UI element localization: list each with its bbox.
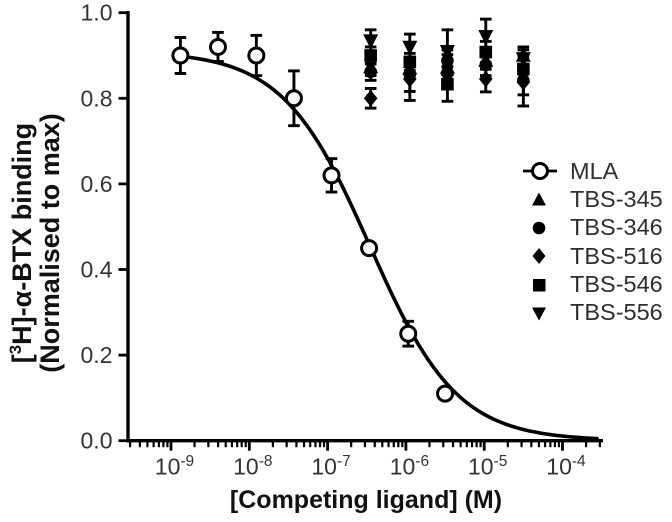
y-axis-title: [3H]-α-BTX binding (Normalised to max) xyxy=(2,73,65,413)
data-point xyxy=(363,90,378,107)
data-point xyxy=(402,40,418,56)
y-tick-label: 0.2 xyxy=(81,342,113,368)
legend-marker-glyph xyxy=(533,278,546,292)
data-point xyxy=(322,166,341,185)
legend-item-tbs-345: TBS-345 xyxy=(513,185,663,213)
legend-marker-glyph xyxy=(532,192,546,206)
x-axis-ticks: 10-9 10-8 10-7 10-6 10-5 10-4 xyxy=(128,440,601,480)
y-axis-title-line1: [3H]-α-BTX binding xyxy=(6,122,37,364)
legend-label: TBS-345 xyxy=(570,186,663,213)
legend-item-tbs-516: TBS-516 xyxy=(513,242,663,270)
y-axis-title-line2: (Normalised to max) xyxy=(35,113,65,373)
y-tick-label: 0.8 xyxy=(81,85,113,111)
data-point xyxy=(515,52,531,67)
legend: MLA TBS-345 TBS-346 TBS-516 TBS-546 TBS-… xyxy=(513,157,663,327)
series-MLA xyxy=(171,30,455,403)
data-point xyxy=(399,324,418,343)
legend-label: MLA xyxy=(570,157,619,184)
data-point xyxy=(441,77,454,91)
data-point xyxy=(439,45,455,60)
legend-marker-tbs-345 xyxy=(513,186,559,214)
data-point xyxy=(363,34,379,50)
data-point xyxy=(171,46,190,65)
legend-marker-tbs-516 xyxy=(513,242,559,270)
series-TBS-556 xyxy=(363,17,531,75)
data-point xyxy=(247,46,266,65)
y-tick-label: 0.0 xyxy=(81,428,113,454)
x-tick-label: 10-4 xyxy=(546,453,586,480)
y-tick-label: 0.6 xyxy=(81,171,113,197)
legend-item-mla: MLA xyxy=(513,157,663,185)
legend-label: TBS-516 xyxy=(570,242,663,269)
legend-label: TBS-556 xyxy=(570,299,663,326)
legend-marker-tbs-546 xyxy=(513,271,559,299)
legend-item-tbs-546: TBS-546 xyxy=(513,270,663,298)
data-point xyxy=(478,30,494,45)
legend-label: TBS-546 xyxy=(570,271,663,298)
x-tick-label: 10-5 xyxy=(468,453,507,480)
legend-item-tbs-346: TBS-346 xyxy=(513,214,663,242)
y-tick-label: 0.4 xyxy=(81,257,113,283)
x-tick-label: 10-8 xyxy=(233,453,272,480)
y-axis-ticks: 0.0 0.2 0.4 0.6 0.8 1.0 xyxy=(81,0,128,454)
data-point xyxy=(478,70,493,88)
x-axis-title: [Competing ligand] (M) xyxy=(229,486,503,514)
legend-item-tbs-556: TBS-556 xyxy=(513,299,663,327)
data-point xyxy=(436,384,455,403)
y-tick-label: 1.0 xyxy=(81,0,113,26)
legend-marker-tbs-346 xyxy=(513,214,559,242)
data-point xyxy=(364,65,377,79)
legend-label: TBS-346 xyxy=(570,214,663,241)
fit-curve xyxy=(178,54,599,441)
data-point xyxy=(284,89,303,108)
x-tick-label: 10-9 xyxy=(155,453,194,480)
legend-marker-tbs-556 xyxy=(513,299,559,327)
legend-marker-glyph xyxy=(532,307,546,321)
data-point xyxy=(403,70,417,88)
x-tick-label: 10-6 xyxy=(390,453,429,480)
legend-marker-glyph xyxy=(532,248,546,265)
x-tick-label: 10-7 xyxy=(311,453,350,480)
legend-marker-glyph xyxy=(532,221,546,235)
data-point xyxy=(360,239,379,258)
legend-marker-glyph xyxy=(523,162,557,181)
legend-marker-mla xyxy=(513,157,559,185)
data-point xyxy=(208,37,227,56)
